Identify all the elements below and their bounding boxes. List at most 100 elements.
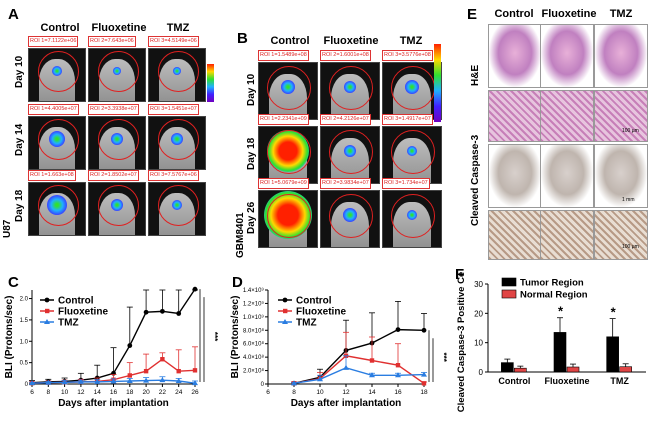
roi-value: ROI 3=7.5767e+06 — [148, 170, 199, 181]
bli-mouse-image — [320, 62, 380, 120]
roi-value: ROI 1=2.2341e+09 — [258, 114, 309, 125]
series-line — [293, 355, 425, 385]
y-tick-label: 1.4×10⁹ — [243, 287, 265, 294]
y-tick-label: 1.5 — [20, 318, 29, 324]
he-zoom — [540, 90, 594, 142]
legend-label: Control — [58, 296, 94, 307]
y-tick-label: 10 — [474, 339, 483, 348]
data-point — [143, 309, 149, 315]
bli-mouse-image — [320, 126, 380, 184]
caspase-zoom — [488, 210, 542, 260]
roi-value: ROI 1=1.5489e+08 — [258, 50, 309, 61]
bli-mouse-image — [28, 116, 86, 170]
x-tick-label: 14 — [368, 389, 376, 396]
chart-f: 0 10 20 30 Cleaved Caspase-3 Positive Cells … — [456, 272, 646, 412]
y-tick-label: 1.0 — [20, 339, 29, 345]
significance-label: *** — [439, 352, 448, 362]
data-point — [29, 380, 35, 386]
roi-circle — [97, 51, 139, 93]
bli-mouse-image — [28, 48, 86, 102]
panel-e-label: E — [467, 6, 478, 23]
x-tick-label: 14 — [94, 389, 102, 396]
y-axis-label: Cleaved Caspase-3 Positive Cells (%) — [456, 272, 467, 412]
roi-circle — [37, 51, 79, 93]
data-point — [61, 379, 68, 385]
panel-e-header-fluoxetine: Fluoxetine — [541, 8, 597, 20]
roi-circle — [97, 185, 139, 227]
legend-marker — [44, 297, 50, 303]
roi-value: ROI 3=1.5451e+07 — [148, 104, 199, 115]
roi-value: ROI 1=5.0679e+09 — [258, 178, 309, 189]
caspase-section — [540, 144, 594, 208]
legend-marker — [45, 308, 50, 314]
data-point — [127, 373, 132, 378]
y-axis-label: BLI (Protons/sec) — [230, 296, 241, 379]
x-axis-label: Days after implantation — [291, 398, 402, 409]
bli-mouse-image — [88, 182, 146, 236]
roi-value: ROI 3=4.5149e+06 — [148, 36, 199, 47]
series-line — [293, 328, 425, 385]
roi-circle — [267, 193, 311, 238]
data-point — [317, 376, 323, 382]
roi-circle — [391, 65, 435, 110]
data-point — [421, 327, 427, 333]
panel-b-header-control: Control — [270, 35, 310, 47]
bar — [619, 366, 632, 373]
panel-e-scale-small-2: 100 µm — [622, 244, 639, 250]
bli-mouse-image — [258, 126, 318, 184]
roi-value: ROI 2=1.6001e+08 — [320, 50, 371, 61]
legend-label: Fluoxetine — [296, 307, 346, 318]
roi-circle — [97, 119, 139, 161]
bli-mouse-image — [88, 116, 146, 170]
day-label: Day 18 — [14, 189, 25, 222]
series-line — [293, 367, 425, 385]
bli-mouse-image — [382, 190, 442, 248]
bli-mouse-image — [258, 62, 318, 120]
bar — [514, 367, 527, 373]
data-point — [395, 363, 401, 368]
roi-value: ROI 3=3.5776e+08 — [382, 50, 433, 61]
roi-value: ROI 1=7.1122e+06 — [28, 36, 79, 47]
category-label: TMZ — [610, 376, 629, 386]
bli-mouse-image — [148, 116, 206, 170]
he-zoom — [594, 90, 648, 142]
data-point — [192, 368, 198, 373]
panel-e-scale-big: 1 mm — [622, 197, 635, 203]
legend-marker — [282, 297, 288, 303]
data-point — [160, 357, 165, 362]
y-tick-label: 0.5 — [20, 361, 29, 367]
x-tick-label: 26 — [191, 389, 199, 396]
roi-circle — [157, 119, 199, 161]
caspase-zoom — [540, 210, 594, 260]
y-tick-label: 0 — [479, 368, 484, 377]
roi-circle — [329, 129, 373, 174]
data-point — [126, 378, 133, 384]
day-label: Day 10 — [14, 55, 25, 88]
x-tick-label: 10 — [61, 389, 69, 396]
panel-e-header-tmz: TMZ — [609, 8, 633, 20]
he-section — [594, 24, 648, 88]
panel-e-row-caspase: Cleaved Caspase-3 — [470, 134, 481, 226]
x-tick-label: 8 — [292, 389, 296, 396]
roi-circle — [329, 193, 373, 238]
data-point — [176, 368, 181, 374]
bli-mouse-image — [382, 126, 442, 184]
roi-value: ROI 1=1.663e+08 — [28, 170, 76, 181]
significance-label: *** — [210, 332, 219, 342]
data-point — [291, 380, 297, 386]
panel-b-colorbar — [434, 44, 441, 122]
roi-circle — [37, 185, 79, 227]
y-tick-label: 2.0 — [20, 297, 29, 303]
y-tick-label: 8.0×10⁸ — [243, 327, 265, 334]
roi-circle — [391, 129, 435, 174]
data-point — [395, 372, 401, 378]
data-point — [175, 378, 182, 384]
caspase-section — [594, 144, 648, 208]
bli-mouse-image — [148, 182, 206, 236]
chart-c: 6 8 10 12 14 16 18 20 22 24 26 0 0.5 1.0 1.5 2.0 Days af… — [4, 286, 219, 409]
roi-value: ROI 2=3.3938e+07 — [88, 104, 139, 115]
x-tick-label: 16 — [110, 389, 118, 396]
panel-c-label: C — [8, 274, 19, 291]
x-tick-label: 18 — [420, 389, 428, 396]
data-point — [45, 379, 52, 385]
